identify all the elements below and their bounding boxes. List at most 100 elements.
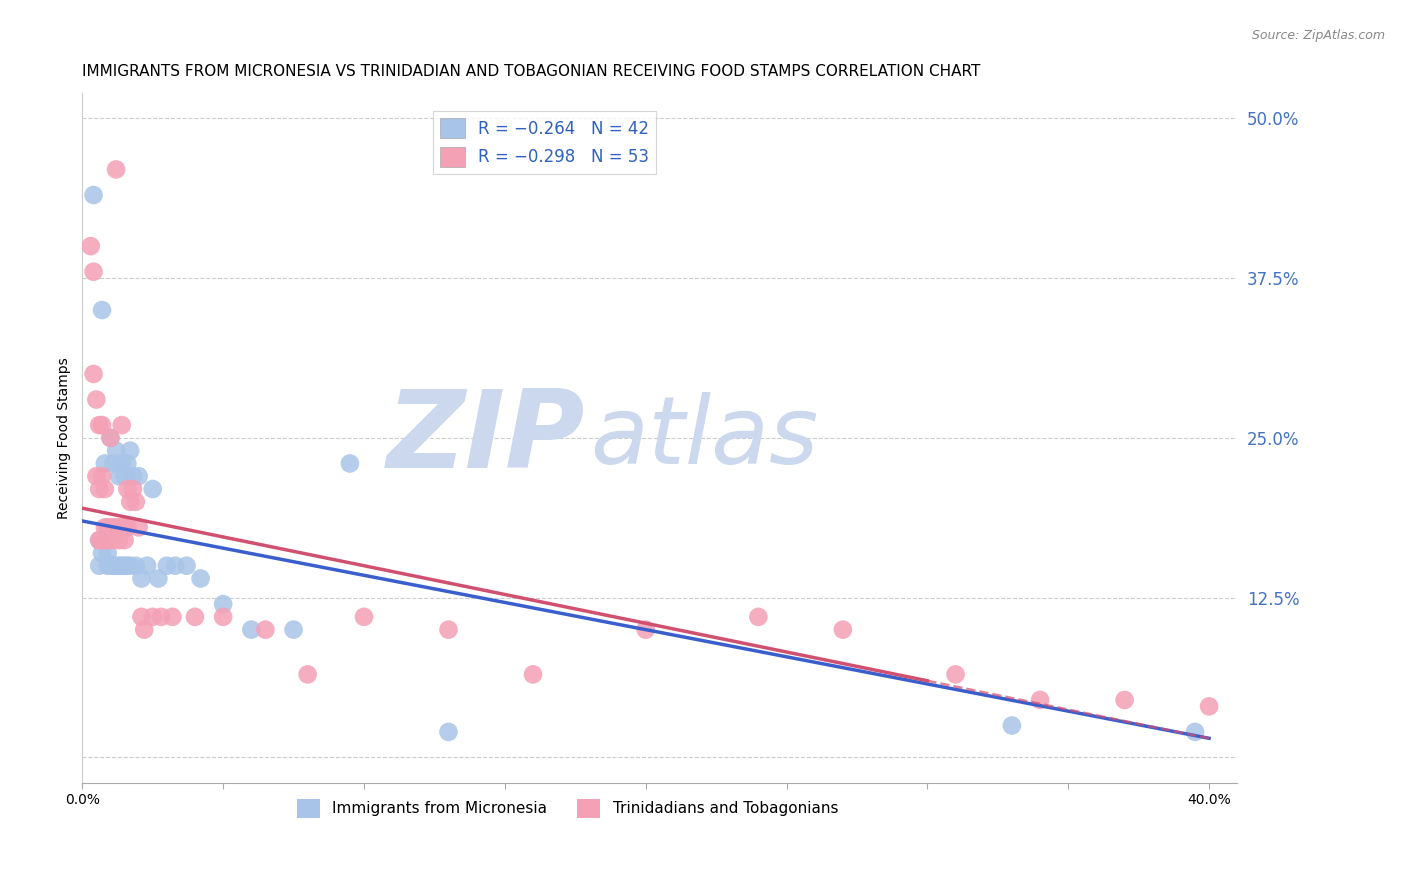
Point [100, 520, 122, 534]
Point [111, 520, 134, 534]
Point [89, 558, 111, 573]
Text: atlas: atlas [591, 392, 818, 483]
Point [117, 558, 139, 573]
Point [437, 725, 460, 739]
Point [86, 392, 108, 407]
Point [97, 558, 120, 573]
Point [114, 558, 136, 573]
Point [108, 469, 131, 483]
Point [100, 431, 122, 445]
Point [108, 533, 131, 548]
Point [212, 610, 235, 624]
Point [131, 572, 153, 586]
Text: Source: ZipAtlas.com: Source: ZipAtlas.com [1251, 29, 1385, 42]
Point [105, 443, 128, 458]
Point [100, 431, 122, 445]
Point [131, 610, 153, 624]
Point [190, 572, 212, 586]
Point [83, 188, 105, 202]
Point [945, 667, 967, 681]
Point [120, 443, 142, 458]
Point [117, 482, 139, 496]
Point [94, 533, 117, 548]
Point [105, 520, 128, 534]
Text: ZIP: ZIP [387, 384, 585, 491]
Point [105, 162, 128, 177]
Point [125, 558, 148, 573]
Point [148, 572, 170, 586]
Point [212, 597, 235, 611]
Point [91, 418, 114, 433]
Point [1001, 718, 1024, 732]
Point [142, 482, 165, 496]
Point [114, 520, 136, 534]
Point [94, 457, 117, 471]
Point [108, 520, 131, 534]
Point [522, 667, 544, 681]
Point [80, 239, 103, 253]
Point [339, 457, 361, 471]
Point [120, 495, 142, 509]
Point [94, 520, 117, 534]
Point [125, 495, 148, 509]
Point [634, 623, 657, 637]
Point [89, 533, 111, 548]
Text: IMMIGRANTS FROM MICRONESIA VS TRINIDADIAN AND TOBAGONIAN RECEIVING FOOD STAMPS C: IMMIGRANTS FROM MICRONESIA VS TRINIDADIA… [83, 64, 980, 79]
Point [111, 457, 134, 471]
Point [105, 558, 128, 573]
Point [831, 623, 853, 637]
Point [89, 533, 111, 548]
Point [117, 520, 139, 534]
Y-axis label: Receiving Food Stamps: Receiving Food Stamps [58, 357, 72, 519]
Point [176, 558, 198, 573]
Point [122, 469, 145, 483]
Point [114, 533, 136, 548]
Point [240, 623, 263, 637]
Point [89, 418, 111, 433]
Point [1184, 725, 1206, 739]
Point [747, 610, 769, 624]
Point [136, 558, 159, 573]
Point [120, 558, 142, 573]
Point [83, 367, 105, 381]
Point [114, 469, 136, 483]
Point [128, 520, 150, 534]
Point [117, 457, 139, 471]
Point [103, 533, 125, 548]
Point [97, 546, 120, 560]
Point [97, 533, 120, 548]
Point [100, 558, 122, 573]
Point [437, 623, 460, 637]
Point [83, 265, 105, 279]
Point [156, 558, 179, 573]
Point [103, 520, 125, 534]
Point [134, 623, 156, 637]
Point [150, 610, 173, 624]
Point [111, 558, 134, 573]
Point [91, 533, 114, 548]
Point [91, 469, 114, 483]
Point [1029, 693, 1052, 707]
Point [97, 520, 120, 534]
Point [103, 558, 125, 573]
Point [297, 667, 319, 681]
Point [91, 303, 114, 318]
Point [86, 469, 108, 483]
Point [108, 558, 131, 573]
Point [128, 469, 150, 483]
Point [91, 546, 114, 560]
Point [165, 558, 187, 573]
Point [254, 623, 277, 637]
Point [89, 482, 111, 496]
Point [103, 457, 125, 471]
Point [111, 418, 134, 433]
Point [353, 610, 375, 624]
Point [122, 482, 145, 496]
Point [94, 482, 117, 496]
Point [184, 610, 207, 624]
Point [1114, 693, 1136, 707]
Point [283, 623, 305, 637]
Legend: Immigrants from Micronesia, Trinidadians and Tobagonians: Immigrants from Micronesia, Trinidadians… [291, 793, 844, 823]
Point [142, 610, 165, 624]
Point [1198, 699, 1220, 714]
